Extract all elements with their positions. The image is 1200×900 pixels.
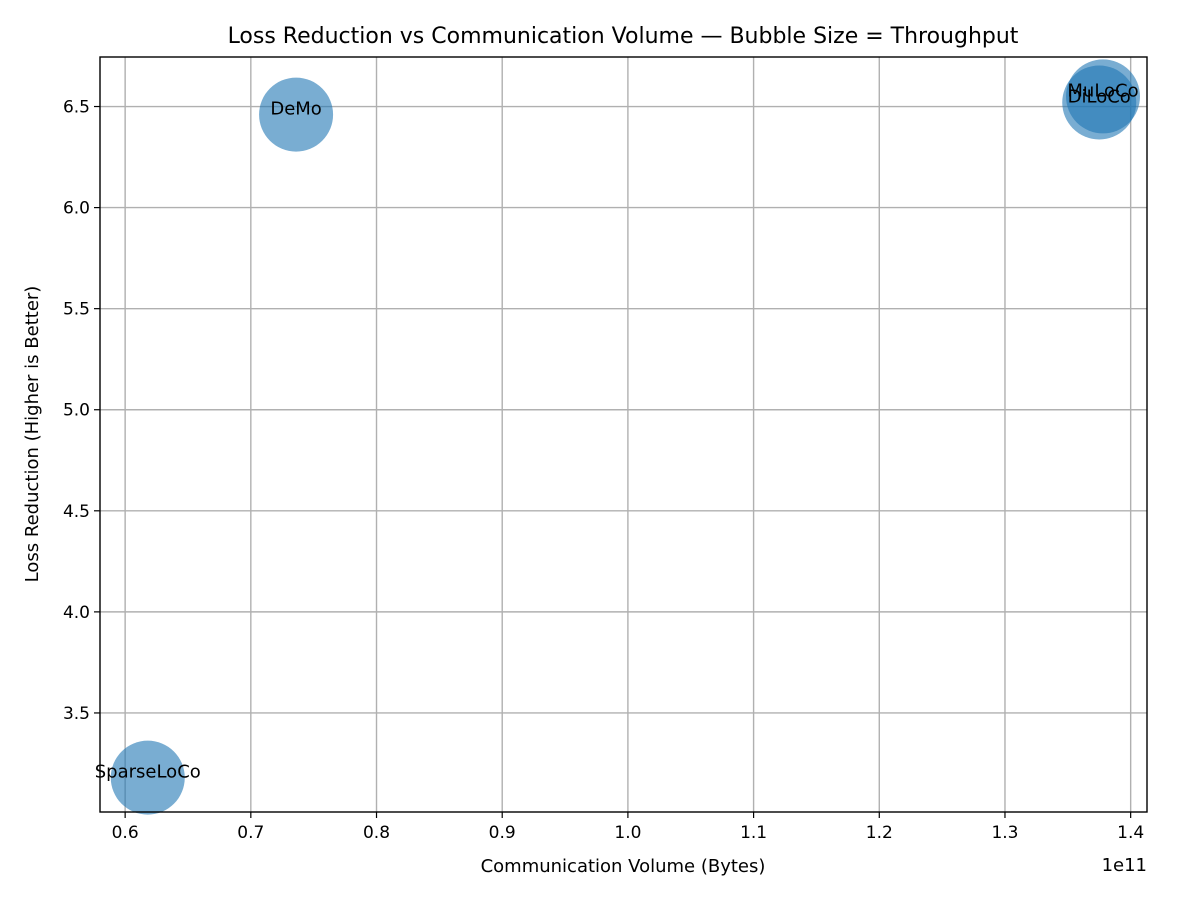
bubble-sparseloco bbox=[110, 740, 185, 815]
bubble-demo bbox=[259, 77, 334, 152]
x-axis-ticks: 0.6 0.7 0.8 0.9 1.0 1.1 1.2 1.3 1.4 bbox=[112, 812, 1144, 843]
x-axis-offset-label: 1e11 bbox=[1102, 855, 1147, 876]
point-label-sparseloco: SparseLoCo bbox=[95, 762, 201, 783]
y-tick-label: 3.5 bbox=[63, 704, 90, 724]
x-axis-label: Communication Volume (Bytes) bbox=[481, 856, 766, 877]
y-tick-label: 5.5 bbox=[63, 300, 90, 320]
chart-title: Loss Reduction vs Communication Volume —… bbox=[228, 24, 1019, 49]
x-tick-label: 0.7 bbox=[237, 823, 264, 843]
point-label-muloco: MuLoCo bbox=[1067, 80, 1138, 101]
x-tick-label: 1.4 bbox=[1117, 823, 1144, 843]
x-tick-label: 0.8 bbox=[363, 823, 390, 843]
y-tick-label: 6.5 bbox=[63, 98, 90, 118]
x-tick-label: 1.1 bbox=[740, 823, 767, 843]
y-axis-label: Loss Reduction (Higher is Better) bbox=[22, 286, 43, 583]
y-tick-label: 6.0 bbox=[63, 199, 90, 219]
y-tick-label: 5.0 bbox=[63, 401, 90, 421]
x-tick-label: 0.9 bbox=[489, 823, 516, 843]
point-label-demo: DeMo bbox=[270, 99, 321, 120]
x-tick-label: 1.3 bbox=[991, 823, 1018, 843]
y-axis-ticks: 3.5 4.0 4.5 5.0 5.5 6.0 6.5 bbox=[63, 98, 100, 724]
x-tick-label: 1.0 bbox=[614, 823, 641, 843]
bubbles bbox=[110, 59, 1141, 815]
bubble-muloco bbox=[1066, 59, 1141, 134]
y-tick-label: 4.5 bbox=[63, 502, 90, 522]
x-tick-label: 0.6 bbox=[112, 823, 139, 843]
plot-frame bbox=[99, 56, 1148, 813]
grid bbox=[100, 57, 1147, 812]
y-tick-label: 4.0 bbox=[63, 603, 90, 623]
x-tick-label: 1.2 bbox=[866, 823, 893, 843]
point-label-diloco: DiLoCo bbox=[1068, 86, 1131, 107]
